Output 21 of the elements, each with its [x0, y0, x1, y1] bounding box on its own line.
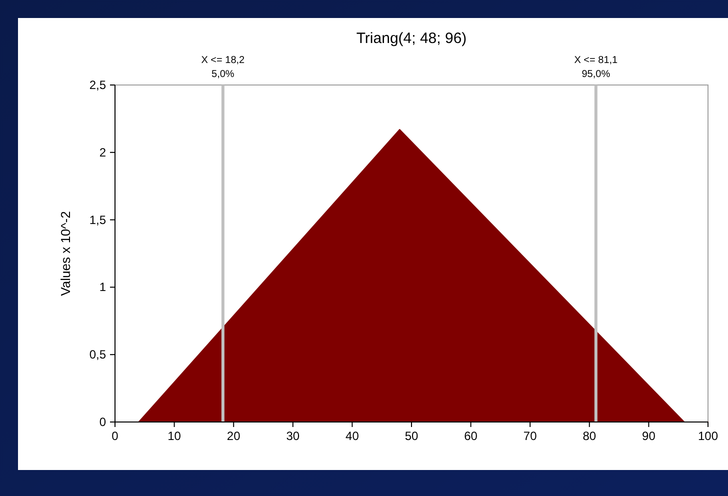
x-tick-label: 10: [168, 429, 182, 443]
chart-title: Triang(4; 48; 96): [356, 30, 467, 47]
x-tick-label: 0: [112, 429, 119, 443]
y-tick-label: 2: [99, 145, 106, 160]
x-tick-label: 90: [642, 429, 656, 443]
x-tick-label: 80: [582, 429, 596, 443]
x-tick-label: 50: [404, 429, 418, 443]
y-axis-title: Values x 10^-2: [58, 211, 73, 296]
x-tick-label: 30: [286, 429, 300, 443]
x-tick-label: 100: [698, 429, 718, 443]
y-tick-label: 1: [99, 280, 106, 294]
y-tick-label: 0,5: [89, 348, 106, 362]
x-tick-label: 60: [464, 429, 478, 443]
y-tick-label: 2,5: [89, 78, 106, 92]
y-tick-label: 1,5: [89, 212, 106, 227]
x-tick-label: 40: [346, 429, 360, 443]
ref-line-label: X <= 18,2 5,0%: [201, 55, 246, 80]
x-tick-label: 20: [226, 429, 241, 443]
y-tick-label: 0: [99, 415, 106, 429]
ref-line-label: X <= 81,1 95,0%: [574, 55, 618, 80]
x-tick-label: 70: [523, 429, 538, 443]
